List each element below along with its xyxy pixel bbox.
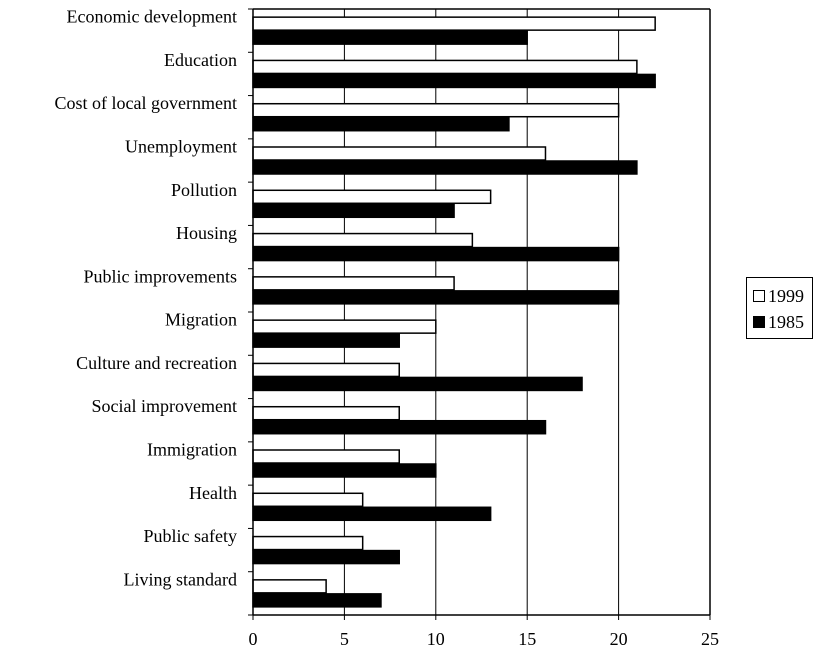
x-tick-label-25: 25 <box>701 629 719 649</box>
x-tick-label-15: 15 <box>518 629 536 649</box>
bar-migration-1999 <box>252 319 437 334</box>
x-tick-labels: 0 5 10 15 20 25 <box>249 629 720 649</box>
category-label-public-improvements: Public improvements <box>84 266 237 286</box>
bar-public-safety-1999 <box>252 535 364 551</box>
category-label-health: Health <box>189 483 237 503</box>
category-label-culture-and-recreation: Culture and recreation <box>76 353 237 373</box>
bar-living-standard-1999 <box>252 579 327 594</box>
x-tick-label-5: 5 <box>340 629 349 649</box>
bar-public-improvements-1985 <box>252 290 620 305</box>
bar-culture-and-recreation-1999 <box>252 362 400 378</box>
category-label-migration: Migration <box>165 310 237 330</box>
category-label-economic-development: Economic development <box>67 7 237 27</box>
legend: 1999 1985 <box>746 277 813 339</box>
bar-economic-development-1999 <box>252 16 656 31</box>
bar-health-1985 <box>252 506 492 522</box>
x-tick-label-0: 0 <box>249 629 258 649</box>
bar-housing-1999 <box>252 232 474 248</box>
bar-social-improvement-1985 <box>252 419 547 435</box>
legend-item-1999: 1999 <box>753 285 804 307</box>
category-label-immigration: Immigration <box>147 440 237 460</box>
category-label-housing: Housing <box>176 223 237 243</box>
bars <box>252 16 656 608</box>
x-tick-label-20: 20 <box>610 629 628 649</box>
bar-pollution-1985 <box>252 203 455 219</box>
bar-pollution-1999 <box>252 189 492 205</box>
legend-label-1985: 1985 <box>768 312 804 332</box>
bar-immigration-1985 <box>252 463 437 478</box>
legend-swatch-1985 <box>753 316 765 328</box>
bar-cost-of-local-government-1999 <box>252 102 620 118</box>
category-labels: Economic development Education Cost of loc… <box>55 7 237 590</box>
bar-culture-and-recreation-1985 <box>252 376 583 392</box>
legend-item-1985: 1985 <box>753 311 804 333</box>
category-label-public-safety: Public safety <box>144 526 237 546</box>
bar-unemployment-1999 <box>252 146 547 161</box>
category-label-pollution: Pollution <box>171 180 237 200</box>
bar-cost-of-local-government-1985 <box>252 116 510 132</box>
bar-public-safety-1985 <box>252 549 400 565</box>
bar-health-1999 <box>252 492 364 508</box>
bar-social-improvement-1999 <box>252 405 400 421</box>
x-tick-label-10: 10 <box>427 629 445 649</box>
bar-unemployment-1985 <box>252 160 638 175</box>
bar-migration-1985 <box>252 333 400 348</box>
bar-housing-1985 <box>252 246 620 262</box>
legend-label-1999: 1999 <box>768 286 804 306</box>
bar-education-1999 <box>252 59 638 75</box>
bar-economic-development-1985 <box>252 30 528 45</box>
bar-public-improvements-1999 <box>252 276 455 291</box>
gridlines <box>343 9 711 615</box>
category-label-education: Education <box>164 50 237 70</box>
bar-education-1985 <box>252 73 656 89</box>
axes <box>248 8 711 620</box>
legend-swatch-1999 <box>753 290 765 302</box>
category-label-unemployment: Unemployment <box>125 137 237 157</box>
category-label-cost-of-local-government: Cost of local government <box>55 93 237 113</box>
bar-living-standard-1985 <box>252 593 382 608</box>
category-label-living-standard: Living standard <box>124 569 237 589</box>
category-label-social-improvement: Social improvement <box>92 396 237 416</box>
bar-immigration-1999 <box>252 449 400 464</box>
